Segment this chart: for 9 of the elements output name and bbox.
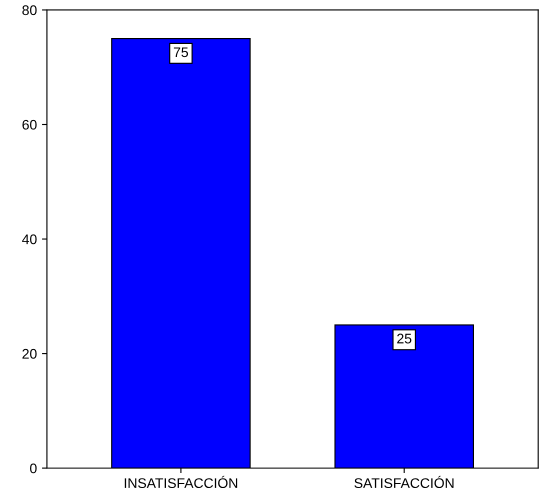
y-tick-label: 40 [22,234,37,244]
y-tick-label: 0 [30,463,37,474]
x-tick-label: INSATISFACCIÓN [124,476,238,488]
y-tick-label: 60 [22,120,37,130]
y-tick-label: 80 [22,5,37,16]
data-label: 25 [397,334,412,344]
data-label: 75 [174,47,188,58]
x-tick-label: SATISFACCIÓN [354,476,454,488]
y-tick-label: 20 [22,348,37,359]
